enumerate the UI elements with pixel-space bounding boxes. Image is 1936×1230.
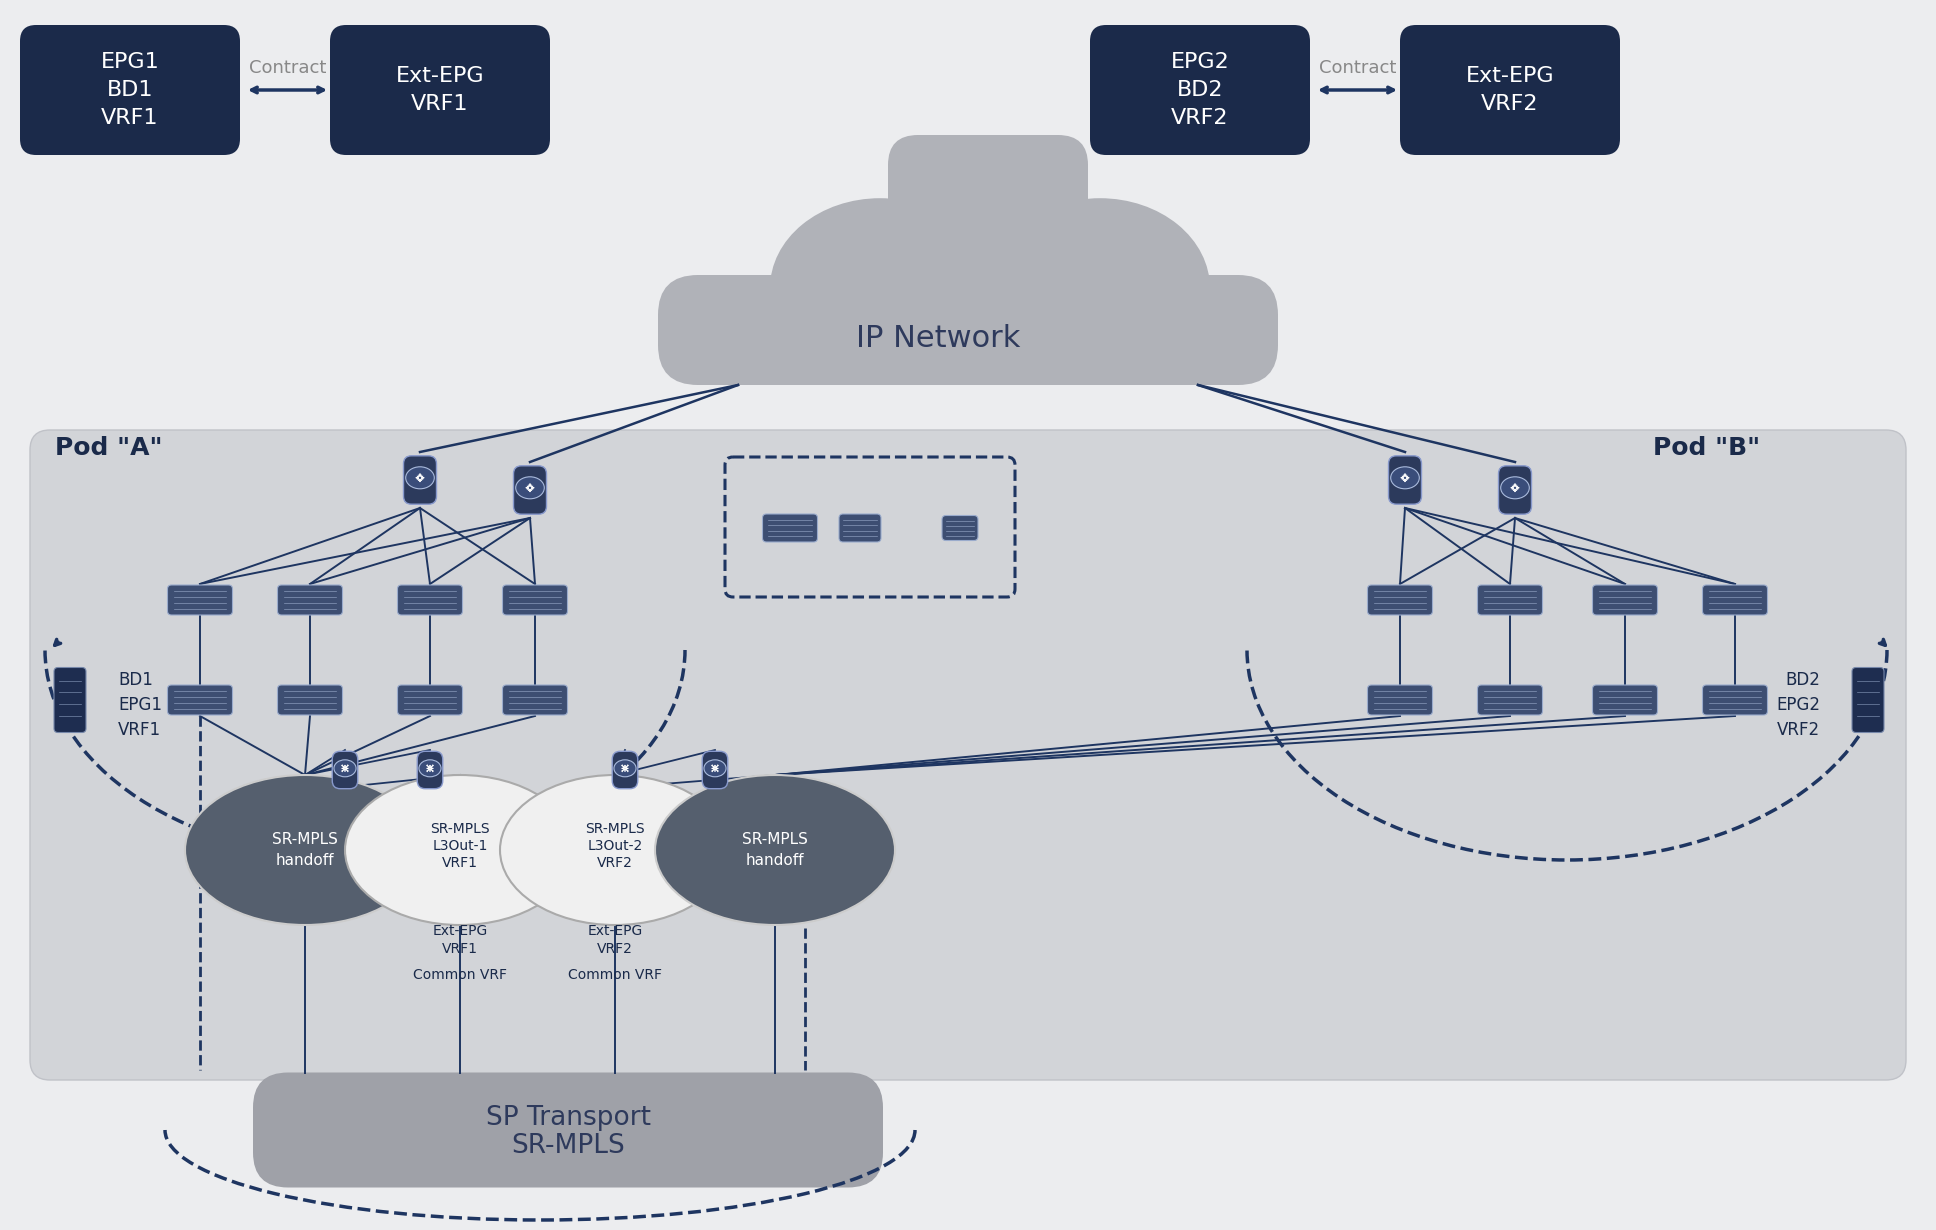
FancyBboxPatch shape	[277, 585, 343, 615]
FancyBboxPatch shape	[329, 25, 550, 155]
Text: EPG1
BD1
VRF1: EPG1 BD1 VRF1	[101, 52, 159, 128]
FancyBboxPatch shape	[658, 276, 1278, 385]
Text: SR-MPLS
handoff: SR-MPLS handoff	[273, 831, 339, 868]
Ellipse shape	[891, 198, 1109, 378]
FancyBboxPatch shape	[1593, 685, 1657, 715]
Ellipse shape	[186, 775, 426, 925]
FancyBboxPatch shape	[418, 752, 443, 788]
FancyBboxPatch shape	[1400, 25, 1620, 155]
FancyBboxPatch shape	[943, 515, 978, 540]
Text: Contract: Contract	[1318, 59, 1396, 77]
Text: SR-MPLS
L3Out-1
VRF1: SR-MPLS L3Out-1 VRF1	[430, 822, 490, 871]
FancyBboxPatch shape	[403, 456, 436, 504]
Text: EPG2
BD2
VRF2: EPG2 BD2 VRF2	[1171, 52, 1229, 128]
Ellipse shape	[705, 760, 726, 777]
FancyBboxPatch shape	[1853, 668, 1884, 733]
Text: BD2
EPG2
VRF2: BD2 EPG2 VRF2	[1775, 672, 1820, 739]
FancyBboxPatch shape	[29, 430, 1907, 1080]
Ellipse shape	[989, 198, 1210, 378]
FancyBboxPatch shape	[1498, 466, 1531, 514]
Ellipse shape	[418, 760, 441, 777]
FancyBboxPatch shape	[1388, 456, 1421, 504]
FancyBboxPatch shape	[1593, 585, 1657, 615]
Text: Pod "B": Pod "B"	[1653, 435, 1760, 460]
FancyBboxPatch shape	[277, 685, 343, 715]
FancyBboxPatch shape	[333, 752, 358, 788]
FancyBboxPatch shape	[703, 752, 728, 788]
FancyBboxPatch shape	[19, 25, 240, 155]
Text: Ext-EPG
VRF1: Ext-EPG VRF1	[395, 66, 484, 114]
Text: SR-MPLS: SR-MPLS	[511, 1133, 625, 1159]
Text: Common VRF: Common VRF	[567, 968, 662, 982]
FancyBboxPatch shape	[503, 685, 567, 715]
Ellipse shape	[345, 775, 575, 925]
FancyBboxPatch shape	[838, 514, 881, 542]
Ellipse shape	[515, 477, 544, 499]
FancyBboxPatch shape	[612, 752, 637, 788]
Ellipse shape	[333, 760, 356, 777]
FancyBboxPatch shape	[168, 685, 232, 715]
Text: Ext-EPG
VRF2: Ext-EPG VRF2	[1466, 66, 1555, 114]
Text: Common VRF: Common VRF	[412, 968, 507, 982]
FancyBboxPatch shape	[397, 585, 463, 615]
Ellipse shape	[1390, 467, 1419, 488]
Ellipse shape	[771, 198, 989, 378]
Text: Pod "A": Pod "A"	[54, 435, 163, 460]
Ellipse shape	[407, 467, 434, 488]
Text: BD1
EPG1
VRF1: BD1 EPG1 VRF1	[118, 672, 163, 739]
FancyBboxPatch shape	[503, 585, 567, 615]
Text: SR-MPLS
handoff: SR-MPLS handoff	[741, 831, 807, 868]
Ellipse shape	[614, 760, 637, 777]
FancyBboxPatch shape	[1702, 585, 1768, 615]
FancyBboxPatch shape	[1702, 685, 1768, 715]
FancyBboxPatch shape	[397, 685, 463, 715]
Text: SR-MPLS
L3Out-2
VRF2: SR-MPLS L3Out-2 VRF2	[585, 822, 645, 871]
Text: Ext-EPG
VRF1: Ext-EPG VRF1	[432, 925, 488, 956]
Ellipse shape	[1500, 477, 1529, 499]
FancyBboxPatch shape	[254, 1073, 883, 1187]
FancyBboxPatch shape	[1477, 685, 1543, 715]
Text: SP Transport: SP Transport	[486, 1105, 650, 1132]
Ellipse shape	[499, 775, 730, 925]
FancyBboxPatch shape	[1367, 585, 1433, 615]
Text: Contract: Contract	[250, 59, 325, 77]
FancyBboxPatch shape	[54, 668, 85, 733]
FancyBboxPatch shape	[889, 135, 1088, 276]
Text: Ext-EPG
VRF2: Ext-EPG VRF2	[587, 925, 643, 956]
Text: IP Network: IP Network	[856, 323, 1020, 353]
FancyBboxPatch shape	[763, 514, 817, 542]
Ellipse shape	[654, 775, 894, 925]
FancyBboxPatch shape	[1090, 25, 1311, 155]
FancyBboxPatch shape	[1367, 685, 1433, 715]
FancyBboxPatch shape	[168, 585, 232, 615]
FancyBboxPatch shape	[1477, 585, 1543, 615]
FancyBboxPatch shape	[513, 466, 546, 514]
